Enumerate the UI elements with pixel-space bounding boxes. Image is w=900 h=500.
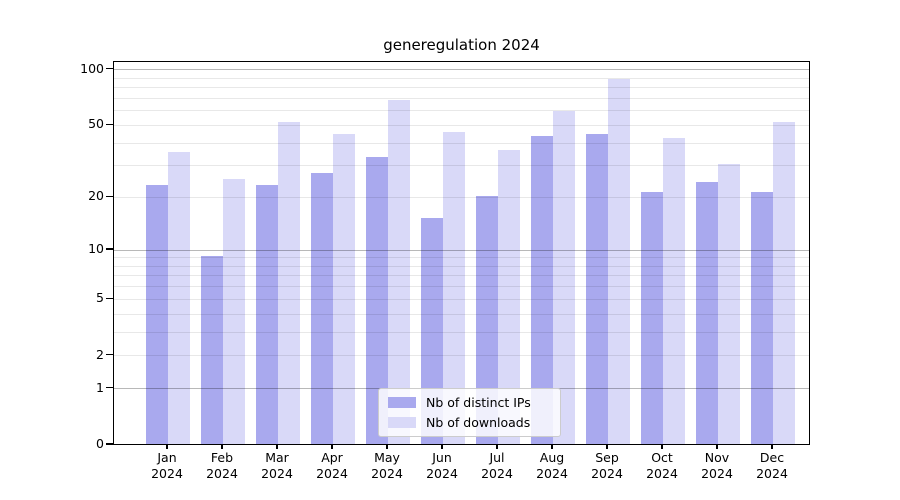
bar-distinct-ips [476, 195, 498, 444]
legend: Nb of distinct IPs Nb of downloads [378, 388, 561, 437]
y-tick-mark [106, 123, 113, 125]
minor-gridline [114, 97, 809, 99]
minor-gridline [114, 331, 809, 333]
minor-gridline [114, 298, 809, 300]
bar-distinct-ips [751, 192, 773, 444]
minor-gridline [114, 110, 809, 112]
bar-distinct-ips [146, 185, 168, 444]
minor-gridline [114, 313, 809, 315]
y-tick-label: 20 [88, 188, 104, 204]
bar-downloads [773, 122, 795, 444]
legend-label-distinct-ips: Nb of distinct IPs [426, 395, 531, 410]
minor-gridline [114, 275, 809, 277]
y-tick-mark [106, 386, 113, 389]
x-tick-mark [386, 444, 388, 449]
minor-gridline [114, 124, 809, 126]
x-tick-mark [166, 444, 168, 449]
minor-gridline [114, 286, 809, 288]
bar-downloads [608, 79, 630, 444]
x-tick-label: Sep 2024 [591, 450, 623, 481]
y-tick-mark [106, 353, 113, 356]
minor-gridline [114, 355, 809, 357]
x-tick-mark [716, 444, 718, 449]
bar-downloads [498, 149, 520, 444]
x-tick-label: May 2024 [371, 450, 403, 481]
legend-item-downloads: Nb of downloads [388, 415, 551, 430]
y-tick-label: 10 [88, 241, 104, 256]
chart-title: generegulation 2024 [383, 36, 540, 54]
x-tick-label: Feb 2024 [206, 450, 238, 481]
plot-area [113, 60, 810, 445]
legend-swatch-downloads [388, 417, 416, 428]
minor-gridline [114, 265, 809, 267]
y-tick-mark [106, 195, 113, 198]
y-tick-label: 50 [88, 116, 104, 132]
y-tick-label: 1 [96, 379, 104, 395]
bar-distinct-ips [586, 133, 608, 444]
x-tick-label: Mar 2024 [261, 450, 293, 481]
y-tick-mark [106, 443, 113, 445]
x-tick-mark [606, 444, 608, 449]
x-tick-mark [551, 444, 553, 449]
x-tick-label: Oct 2024 [646, 450, 678, 481]
x-tick-mark [221, 444, 223, 449]
major-gridline [114, 249, 809, 251]
x-tick-mark [441, 444, 443, 449]
x-tick-mark [331, 444, 333, 449]
bar-downloads [663, 137, 685, 444]
y-tick-label: 2 [96, 346, 104, 362]
legend-swatch-distinct-ips [388, 397, 416, 408]
bar-distinct-ips [696, 181, 718, 444]
y-tick-mark [106, 67, 113, 70]
x-tick-label: Apr 2024 [316, 450, 348, 481]
legend-label-downloads: Nb of downloads [426, 415, 531, 430]
minor-gridline [114, 196, 809, 198]
x-tick-label: Jun 2024 [426, 450, 458, 481]
y-tick-label: 5 [96, 290, 104, 306]
y-tick-label: 0 [96, 436, 104, 451]
x-tick-label: Dec 2024 [756, 450, 788, 481]
minor-gridline [114, 165, 809, 167]
bar-downloads [168, 152, 190, 444]
x-tick-label: Jul 2024 [481, 450, 513, 481]
bar-downloads [333, 133, 355, 444]
minor-gridline [114, 257, 809, 259]
bar-downloads [718, 164, 740, 444]
x-tick-mark [661, 444, 663, 449]
bar-distinct-ips [366, 156, 388, 444]
y-tick-label: 100 [80, 60, 104, 76]
x-tick-label: Aug 2024 [536, 450, 568, 481]
minor-gridline [114, 77, 809, 79]
x-tick-mark [496, 444, 498, 449]
bar-downloads [223, 178, 245, 444]
major-gridline [114, 69, 809, 71]
y-tick-mark [106, 248, 113, 250]
bar-downloads [388, 100, 410, 444]
x-tick-mark [276, 444, 278, 449]
bar-distinct-ips [531, 135, 553, 444]
x-tick-mark [771, 444, 773, 449]
bar-distinct-ips [311, 172, 333, 444]
bar-downloads [553, 110, 575, 444]
x-tick-label: Jan 2024 [151, 450, 183, 481]
bar-distinct-ips [201, 256, 223, 444]
x-tick-label: Nov 2024 [701, 450, 733, 481]
bar-distinct-ips [256, 185, 278, 444]
minor-gridline [114, 87, 809, 89]
bar-downloads [443, 132, 465, 444]
bar-distinct-ips [421, 218, 443, 444]
bar-downloads [278, 122, 300, 444]
legend-item-distinct-ips: Nb of distinct IPs [388, 395, 551, 410]
minor-gridline [114, 142, 809, 144]
bar-distinct-ips [641, 192, 663, 444]
y-tick-mark [106, 297, 113, 299]
